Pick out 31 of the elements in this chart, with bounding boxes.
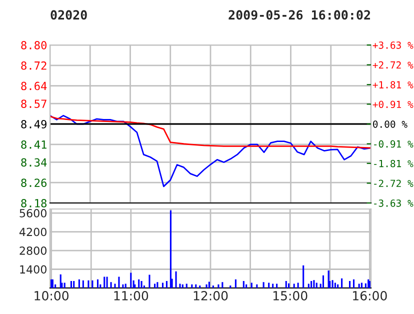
line-series [50,116,371,149]
y-tick-label: 8.64 [21,82,47,90]
y-tick-label: 5600 [20,208,46,218]
y-tick-label: 8.72 [21,61,46,70]
y-tick-label: 8.49 [21,120,46,128]
y-tick-label: 8.80 [21,41,46,50]
chart-subtitle: 2009-05-26 16:00:02 [228,10,370,20]
y-tick-label: 8.57 [21,100,46,108]
y-tick-label: 8.34 [21,158,47,167]
y2-tick-label: -3.63 % [374,200,414,207]
x-tick-label: 11:00 [114,291,148,300]
y-tick-label: 1400 [20,265,46,274]
y-tick-label: 2800 [20,246,46,255]
y2-tick-label: +1.81 % [372,81,414,88]
x-tick-label: 16:00 [353,291,387,300]
y-tick-label: 8.26 [21,178,46,188]
y2-tick-label: 0.00 % [373,120,408,128]
y2-tick-label: -2.72 % [374,180,414,187]
y2-tick-label: -0.91 % [374,140,414,148]
y2-tick-label: +2.72 % [372,61,414,69]
x-tick-label: 10:00 [34,291,69,300]
y2-tick-label: -1.81 % [374,160,414,168]
x-tick-label: 12:00 [194,291,228,300]
chart-title: 02020 [50,10,87,20]
x-tick-label: 15:00 [273,291,308,300]
line-series [50,114,371,188]
y-tick-label: 8.18 [21,199,47,208]
y2-tick-label: +3.63 % [372,42,414,49]
y-tick-label: 4200 [19,228,46,236]
y-tick-label: 8.41 [21,140,46,149]
y2-tick-label: +0.91 % [372,100,414,108]
